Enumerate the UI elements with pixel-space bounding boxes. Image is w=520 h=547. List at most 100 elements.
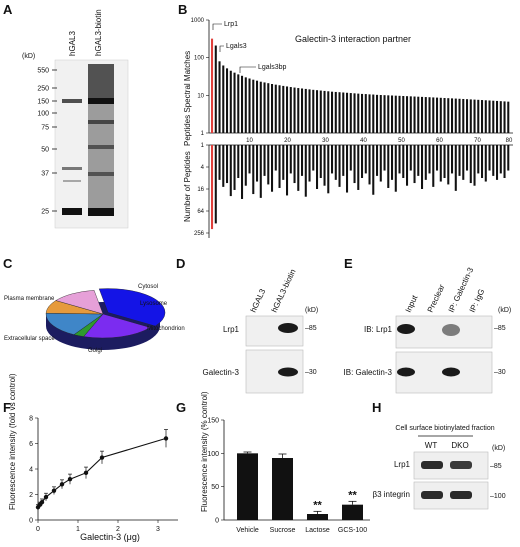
bar-bottom [466,145,469,171]
bar-bottom [301,145,304,176]
svg-text:70: 70 [474,138,481,144]
kd-label-a: (kD) [22,53,35,60]
bar-top [477,99,480,133]
row-label-d-galectin3: Galectin-3 [203,368,240,377]
bar-top [391,95,394,133]
bar-bottom [409,145,412,171]
row-label-h-lrp1: Lrp1 [394,460,411,469]
bar-bottom [454,145,457,191]
bar-bottom [436,145,439,171]
bar-bottom [391,145,394,180]
bar-top [364,94,367,133]
svg-text:40: 40 [360,138,367,144]
svg-text:100: 100 [194,56,205,62]
svg-text:550: 550 [37,68,49,75]
bar-bottom [469,145,472,184]
svg-text:150: 150 [37,99,49,106]
kd-label-e: (kD) [498,307,511,314]
bar-top [376,94,379,133]
bar-bottom [263,145,266,176]
panel-letter-e: E [344,256,353,271]
lane-label-hgal3-biotin: hGAL3-biotin [94,9,103,56]
band-h-lrp1-wt [421,461,443,469]
bar-top [327,91,330,133]
bar-bottom-lrp1 [211,145,214,230]
xtick-40: 40 [360,138,367,144]
panel-b-x-axis: 10 20 30 40 50 60 70 80 [246,138,513,144]
bar-top [481,100,484,133]
lane-label-e-input: Input [404,293,420,314]
bar-top [409,96,412,133]
svg-text:Lrp1: Lrp1 [224,21,238,28]
panel-g-ylabel: Fluorescence intensity (% control) [200,391,209,512]
bar-top [252,79,255,133]
g-bar [342,504,363,520]
bar-bottom [417,145,420,176]
bar-bottom [458,145,461,176]
panel-letter-f: F [3,400,11,415]
f-xtick-label: 1 [76,526,80,533]
bar-top [259,81,262,133]
bar-bottom [308,145,311,182]
row-label-d-lrp1: Lrp1 [223,325,240,334]
bar-bottom [293,145,296,184]
row-label-e-lrp1: IB: Lrp1 [364,325,393,334]
bar-bottom [214,145,217,224]
bar-top [443,97,446,133]
g-significance: ** [313,499,322,511]
bar-top [387,95,390,133]
svg-text:–85: –85 [494,325,506,332]
xtick-50: 50 [398,138,405,144]
f-series-line [37,437,167,508]
bar-bottom [222,145,225,187]
bar-top [499,101,502,133]
bar-top [289,87,292,133]
pie-slice-cytosol [83,313,151,339]
panel-g-ticks: 0 50 100 150 [207,418,224,525]
lane-label-h-wt: WT [425,441,438,450]
bar-bottom [286,145,289,196]
bar-bottom [229,145,232,197]
bar-bottom [233,145,236,190]
panel-b-bottom-ylabel: Number of Peptides [183,151,192,222]
kd-label-h: (kD) [492,445,505,452]
bar-bottom [267,145,270,185]
f-point [39,499,45,505]
bar-top [312,89,315,133]
bar-bottom [237,145,240,178]
marker-e-85: –85 [494,325,506,332]
bar-bottom [248,145,251,174]
bar-top [293,87,296,133]
bar-top [338,92,341,133]
bar-bottom [424,145,427,180]
g-category-label: Vehicle [236,527,259,534]
bar-top [436,97,439,133]
bar-bottom [499,145,502,174]
f-point [163,436,169,441]
xtick-20: 20 [284,138,291,144]
bar-bottom [387,145,390,188]
panel-g-plot: Vehicle Sucrose Lactose ** GCS-100 ** [236,451,367,534]
svg-text:80: 80 [506,138,513,144]
f-point [99,455,105,460]
btick-16: 16 [197,187,209,193]
bar-bottom [473,145,476,186]
f-xtick-label: 2 [116,526,120,533]
bar-top [421,96,424,133]
bar-bottom [492,145,495,176]
g-ytick-label: 50 [211,484,219,491]
band-d-lrp1 [278,323,298,333]
bar-top [274,84,277,133]
bar-top [346,92,349,133]
bar-bottom [364,145,367,174]
bar-bottom [226,145,229,184]
pie-chart-c [45,288,166,350]
panel-b-annotations: Lrp1 Lgals3 Lgals3bp [212,21,287,73]
bar-bottom [496,145,499,180]
svg-text:75: 75 [41,125,49,132]
svg-text:50: 50 [398,138,405,144]
bar-top [417,96,420,133]
marker-d-30: –30 [305,369,317,376]
annotation-lgals3: Lgals3 [219,43,247,52]
